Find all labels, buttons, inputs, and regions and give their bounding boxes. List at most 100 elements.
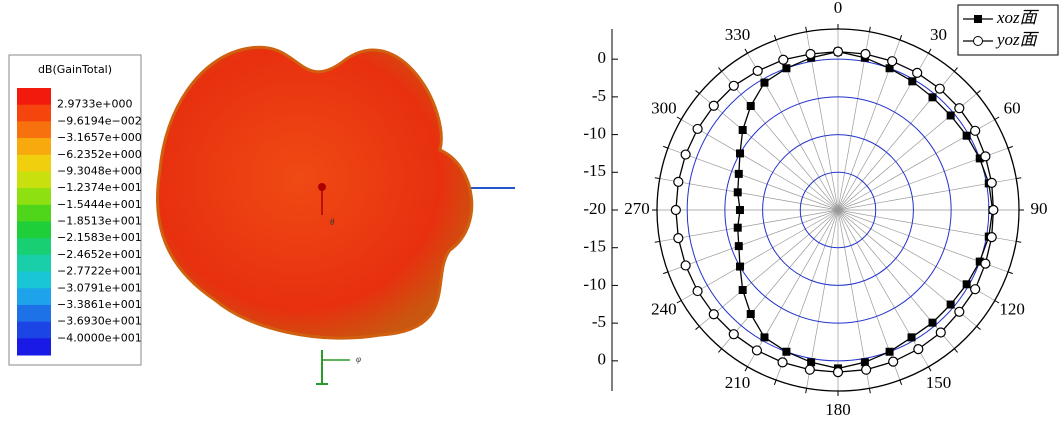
color-swatch	[17, 255, 51, 272]
angle-label: 270	[624, 199, 650, 218]
color-swatch	[17, 272, 51, 289]
r-tick-label: -15	[583, 237, 606, 256]
marker	[987, 178, 996, 187]
angle-label: 240	[651, 299, 677, 318]
r-tick-label: -15	[583, 161, 606, 180]
colorbar-label: −6.2352e+000	[57, 148, 142, 161]
marker	[760, 79, 768, 87]
angle-label: 90	[1031, 199, 1048, 218]
spoke	[699, 210, 838, 326]
marker	[914, 345, 923, 354]
theta-label: θ	[330, 217, 335, 227]
r-tick-label: 0	[598, 350, 607, 369]
colorbar-label: −1.8513e+001	[57, 215, 142, 228]
angle-tick	[806, 27, 807, 32]
angle-label: 300	[651, 98, 677, 117]
marker	[693, 124, 702, 133]
marker	[753, 66, 762, 75]
marker	[729, 81, 738, 90]
angle-label: 120	[999, 299, 1025, 318]
angle-tick	[663, 146, 668, 148]
marker	[782, 348, 790, 356]
angle-tick	[745, 49, 748, 53]
angle-tick	[774, 380, 776, 385]
marker	[886, 348, 894, 356]
color-swatch	[17, 171, 51, 188]
spoke	[668, 148, 838, 210]
marker	[981, 152, 990, 161]
color-swatch	[17, 238, 51, 255]
spoke	[699, 94, 838, 210]
color-swatch	[17, 338, 51, 355]
marker	[760, 333, 768, 341]
angle-label: 60	[1004, 98, 1021, 117]
legend-marker	[974, 15, 982, 23]
marker	[729, 330, 738, 339]
marker	[862, 365, 871, 374]
marker	[671, 206, 680, 215]
marker	[734, 224, 742, 232]
angle-tick	[1008, 272, 1013, 274]
colorbar-label: −2.1583e+001	[57, 231, 142, 244]
angle-tick	[806, 388, 807, 393]
r-tick-label: -10	[583, 274, 606, 293]
polar-chart: 0306090120150180210240270300330-20-15-15…	[583, 0, 1058, 419]
spoke	[668, 210, 838, 272]
legend-label: xoz面	[996, 8, 1040, 27]
marker	[709, 101, 718, 110]
r-tick-label: -5	[592, 312, 606, 331]
colorbar-label: −3.6930e+001	[57, 315, 142, 328]
marker	[782, 64, 790, 72]
marker	[735, 242, 743, 250]
marker	[947, 301, 955, 309]
angle-tick	[1008, 146, 1013, 148]
angle-tick	[954, 68, 957, 72]
angle-tick	[1016, 178, 1021, 179]
color-swatch	[17, 305, 51, 322]
marker	[735, 170, 743, 178]
marker	[929, 319, 937, 327]
marker	[936, 328, 945, 337]
marker	[971, 285, 980, 294]
color-swatch	[17, 205, 51, 222]
colorbar-label: −3.3861e+001	[57, 298, 142, 311]
pattern-3d: θ φ	[157, 47, 515, 385]
angle-tick	[677, 117, 681, 120]
marker	[889, 357, 898, 366]
color-swatch	[17, 288, 51, 305]
angle-label: 150	[926, 373, 952, 392]
color-swatch	[17, 322, 51, 339]
angle-tick	[774, 35, 776, 40]
radiation-blob	[157, 47, 471, 338]
marker	[888, 57, 897, 66]
r-tick-label: -5	[592, 86, 606, 105]
marker	[681, 261, 690, 270]
marker	[736, 263, 744, 271]
color-swatch	[17, 188, 51, 205]
colorbar-label: −9.3048e+000	[57, 164, 142, 177]
marker	[752, 346, 761, 355]
angle-label: 180	[825, 400, 851, 419]
marker	[989, 206, 998, 215]
marker	[971, 126, 980, 135]
angle-label: 330	[725, 25, 751, 44]
angle-tick	[954, 349, 957, 353]
figure: dB(GainTotal) 2.9733e+000−9.6194e−002−3.…	[0, 0, 1064, 427]
marker	[955, 104, 964, 113]
marker	[834, 47, 843, 56]
angle-label: 210	[725, 373, 751, 392]
marker	[929, 93, 937, 101]
angle-tick	[663, 272, 668, 274]
angle-tick	[929, 367, 932, 371]
marker	[747, 310, 755, 318]
marker	[674, 234, 683, 243]
colorbar-label: −3.0791e+001	[57, 281, 142, 294]
spoke	[838, 210, 954, 349]
angle-label: 30	[930, 25, 947, 44]
marker	[861, 50, 870, 59]
angle-tick	[745, 367, 748, 371]
angle-tick	[718, 349, 721, 353]
marker	[709, 310, 718, 319]
colorbar-label: −4.0000e+001	[57, 331, 142, 344]
angle-tick	[696, 326, 700, 329]
